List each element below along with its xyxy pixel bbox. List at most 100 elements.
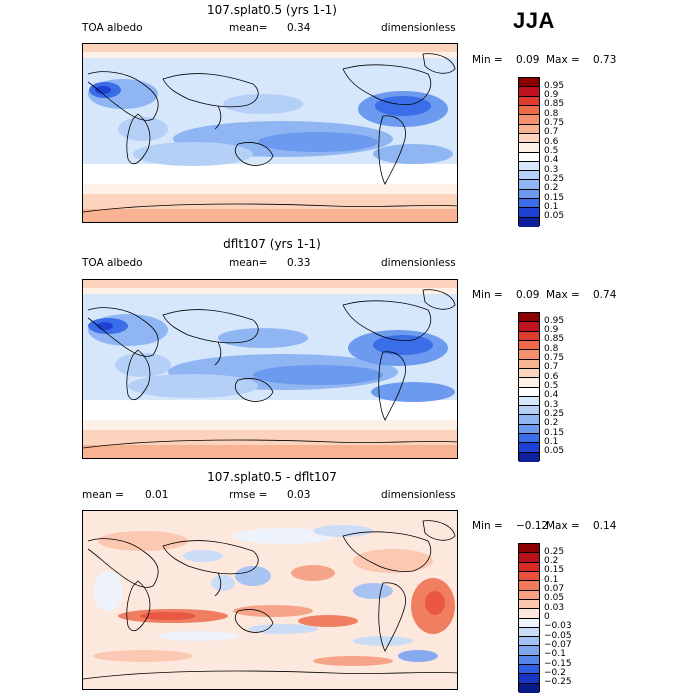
colorbar-swatch xyxy=(519,627,539,638)
colorbar-swatch xyxy=(519,683,539,693)
colorbar-tick-label: 0.05 xyxy=(544,211,565,222)
colorbar-swatch xyxy=(519,161,539,172)
colorbar-swatch xyxy=(519,208,539,218)
colorbar-tick-label: 0.8 xyxy=(544,343,559,354)
colorbar-tick-label: −0.25 xyxy=(544,677,572,688)
colorbar-tick-label: 0.15 xyxy=(544,565,565,576)
colorbar-swatch xyxy=(519,78,539,88)
colorbar-tick-label: 0.7 xyxy=(544,127,559,138)
colorbar-tick-label: 0.7 xyxy=(544,362,559,373)
panel-1-variable-label: TOA albedo xyxy=(82,22,143,34)
colorbar-swatch xyxy=(519,655,539,666)
colorbar-tick-label: 0.9 xyxy=(544,325,559,336)
panel-2-min-value: 0.09 xyxy=(516,289,540,301)
panel-3-title: 107.splat0.5 - dflt107 xyxy=(207,470,337,484)
panel-1-colorbar xyxy=(518,77,540,227)
colorbar-swatch xyxy=(519,152,539,162)
colorbar-swatch xyxy=(519,313,539,323)
panel-2-colorbar xyxy=(518,312,540,462)
colorbar-swatch xyxy=(519,115,539,125)
colorbar-swatch xyxy=(519,217,539,227)
colorbar-tick-label: 0.2 xyxy=(544,183,559,194)
panel-3-min-value: −0.12 xyxy=(516,520,549,532)
colorbar-swatch xyxy=(519,133,539,144)
colorbar-swatch xyxy=(519,562,539,572)
panel-3-rmse-label: rmse = xyxy=(229,489,268,501)
panel-1-min-value: 0.09 xyxy=(516,54,540,66)
colorbar-swatch xyxy=(519,359,539,369)
panel-2-mean-label: mean= xyxy=(229,257,268,269)
colorbar-tick-label: 0.1 xyxy=(544,574,559,585)
colorbar-swatch xyxy=(519,396,539,407)
colorbar-tick-label: 0.4 xyxy=(544,390,559,401)
colorbar-tick-label: 0.8 xyxy=(544,108,559,119)
colorbar-tick-label: −0.2 xyxy=(544,667,566,678)
colorbar-swatch xyxy=(519,674,539,684)
panel-2-map xyxy=(82,279,458,459)
colorbar-swatch xyxy=(519,443,539,453)
colorbar-swatch xyxy=(519,424,539,435)
panel-1-mean-value: 0.34 xyxy=(287,22,311,34)
colorbar-swatch xyxy=(519,331,539,341)
panel-3-max-value: 0.14 xyxy=(593,520,617,532)
panel-1-map-field xyxy=(83,44,457,222)
panel-3-mean-value: 0.01 xyxy=(145,489,169,501)
colorbar-tick-label: 0.2 xyxy=(544,418,559,429)
colorbar-tick-label: 0.4 xyxy=(544,155,559,166)
colorbar-tick-label: 0.6 xyxy=(544,371,559,382)
colorbar-swatch xyxy=(519,96,539,106)
colorbar-swatch xyxy=(519,87,539,97)
colorbar-tick-label: 0.1 xyxy=(544,436,559,447)
colorbar-swatch xyxy=(519,415,539,425)
colorbar-swatch xyxy=(519,189,539,200)
panel-2-title: dflt107 (yrs 1-1) xyxy=(223,237,321,251)
panel-2-map-field xyxy=(83,280,457,458)
colorbar-tick-label: 0 xyxy=(544,612,550,622)
panel-1-mean-label: mean= xyxy=(229,22,268,34)
colorbar-tick-label: −0.07 xyxy=(544,639,572,650)
colorbar-tick-label: −0.1 xyxy=(544,649,566,660)
panel-3-max-label: Max = xyxy=(546,520,580,532)
colorbar-swatch xyxy=(519,609,539,619)
colorbar-tick-label: 0.9 xyxy=(544,90,559,101)
colorbar-tick-label: 0.3 xyxy=(544,164,559,175)
panel-3-rmse-value: 0.03 xyxy=(287,489,311,501)
colorbar-swatch xyxy=(519,581,539,591)
colorbar-tick-label: 0.25 xyxy=(544,546,565,557)
colorbar-tick-label: 0.25 xyxy=(544,173,565,184)
panel-2-max-label: Max = xyxy=(546,289,580,301)
colorbar-tick-label: 0.75 xyxy=(544,118,565,129)
colorbar-swatch xyxy=(519,406,539,416)
colorbar-tick-label: 0.85 xyxy=(544,99,565,110)
panel-2-mean-value: 0.33 xyxy=(287,257,311,269)
colorbar-swatch xyxy=(519,571,539,582)
colorbar-swatch xyxy=(519,637,539,647)
panel-3-map xyxy=(82,510,458,690)
colorbar-tick-label: 0.75 xyxy=(544,353,565,364)
colorbar-swatch xyxy=(519,105,539,116)
panel-1-max-value: 0.73 xyxy=(593,54,617,66)
colorbar-tick-label: −0.15 xyxy=(544,658,572,669)
colorbar-swatch xyxy=(519,378,539,388)
panel-2-max-value: 0.74 xyxy=(593,289,617,301)
colorbar-swatch xyxy=(519,143,539,153)
panel-1-title: 107.splat0.5 (yrs 1-1) xyxy=(207,3,337,17)
panel-2-variable-label: TOA albedo xyxy=(82,257,143,269)
colorbar-tick-label: 0.05 xyxy=(544,446,565,457)
colorbar-tick-label: 0.5 xyxy=(544,146,559,156)
panel-1-units-label: dimensionless xyxy=(381,22,456,34)
colorbar-tick-label: 0.07 xyxy=(544,584,565,595)
colorbar-tick-label: 0.03 xyxy=(544,602,565,613)
colorbar-swatch xyxy=(519,368,539,379)
colorbar-tick-label: 0.05 xyxy=(544,593,565,604)
panel-3-colorbar xyxy=(518,543,540,693)
panel-3-min-label: Min = xyxy=(472,520,503,532)
colorbar-swatch xyxy=(519,350,539,360)
colorbar-tick-label: 0.15 xyxy=(544,427,565,438)
colorbar-swatch xyxy=(519,665,539,675)
panel-1-max-label: Max = xyxy=(546,54,580,66)
colorbar-swatch xyxy=(519,452,539,462)
colorbar-tick-label: 0.2 xyxy=(544,556,559,567)
panel-2-min-label: Min = xyxy=(472,289,503,301)
colorbar-swatch xyxy=(519,199,539,209)
